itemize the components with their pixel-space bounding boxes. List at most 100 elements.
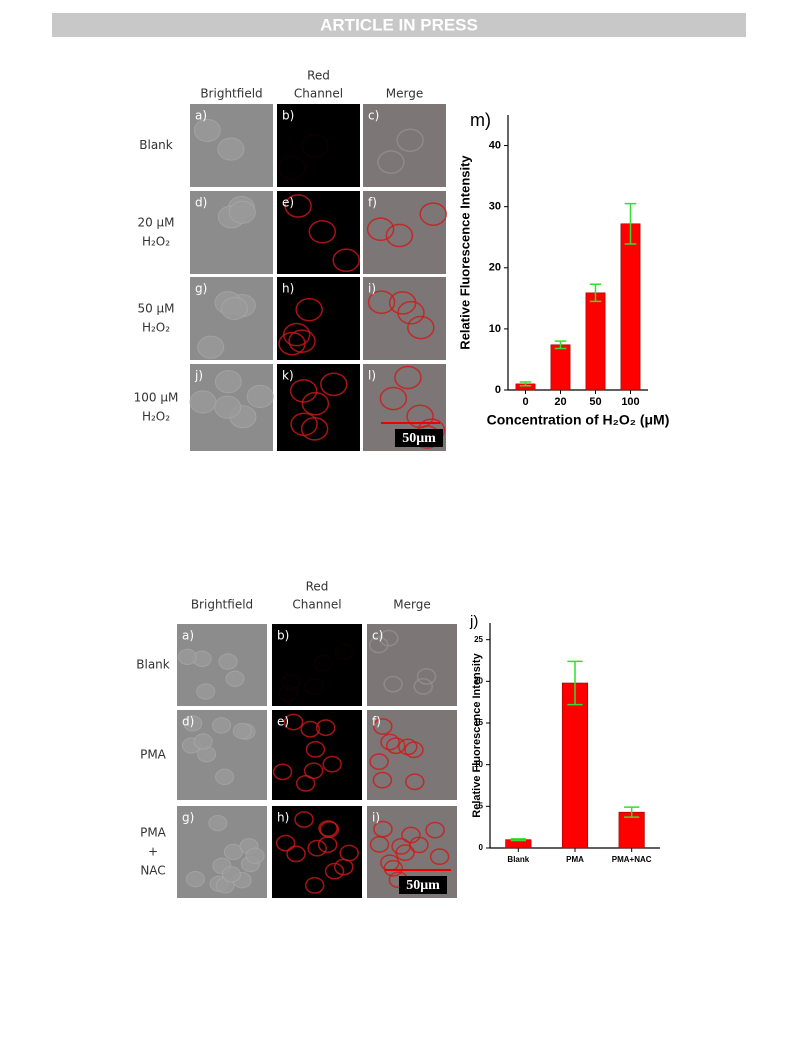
bar [561,682,589,849]
cell [307,839,327,857]
cell [318,820,338,837]
error-bar [554,340,567,350]
row-label: 50 μM [137,302,174,316]
row-label: PMA [140,826,167,840]
panel-label: g) [182,811,194,825]
cell [295,297,323,322]
y-axis-label: Relative Fluorescence Intensity [471,652,483,817]
row-label: Blank [139,138,173,152]
scale-text: 50μm [406,878,440,893]
cell [278,685,299,702]
micrograph: i) [363,277,446,360]
y-tick-label: 20 [489,262,501,274]
cell [315,719,336,737]
row-label: H₂O₂ [142,321,170,335]
image-panel [363,104,446,187]
error-bar [519,381,532,387]
micrograph: b) [277,104,360,187]
header-bar [52,13,746,37]
cell [272,763,293,781]
panel-label: m) [470,110,491,130]
cell [245,847,265,864]
cell [401,826,421,844]
y-tick-label: 30 [489,201,501,213]
micrograph: e) [272,710,362,800]
y-tick-label: 0 [479,843,484,852]
cell [208,814,228,832]
micrograph: g) [190,277,273,360]
header-title: ARTICLE IN PRESS [320,15,478,34]
y-tick-label: 10 [474,760,483,769]
panel-label: l) [368,369,376,383]
cell [218,653,238,670]
column-header: Merge [386,87,423,101]
scale-text: 50μm [402,431,436,446]
y-tick-label: 5 [479,801,484,810]
panel-label: d) [195,196,207,210]
micrograph: k) [277,364,360,451]
image-panel [363,191,446,274]
cell [366,217,395,242]
cell [395,844,415,862]
micrograph: c) [367,624,457,706]
panel-label: g) [195,282,207,296]
cell [228,200,256,224]
micrograph: a) [190,104,273,187]
y-tick-label: 40 [489,139,501,151]
cell [413,678,433,695]
cell [305,740,326,758]
row-label: 100 μM [134,391,179,405]
cell [308,219,337,244]
bar [585,292,606,391]
y-tick-label: 25 [474,635,483,644]
cell [319,821,340,838]
column-header: Red [307,69,330,83]
cell [246,384,274,409]
cell [185,870,205,888]
micrograph: f) [363,191,447,274]
cell [304,678,324,695]
cell [394,365,422,390]
micrograph: h) [277,277,360,360]
y-tick-label: 15 [474,718,483,727]
error-bar [510,838,526,842]
cell [294,811,314,828]
x-tick-label: PMA+NAC [612,855,652,864]
column-header: Brightfield [191,598,253,612]
bar [550,344,571,391]
cell [177,648,197,666]
y-axis-label: Relative Fluorescence Intensity [457,155,472,350]
y-tick-label: 10 [489,323,501,335]
cell [380,733,400,751]
micrograph: f) [367,710,457,800]
row-label: Blank [136,658,170,672]
panel-label: b) [277,629,289,643]
cell [322,755,342,773]
panel-label: f) [372,715,381,729]
cell [406,404,434,429]
micrograph: d) [177,710,267,800]
cell [405,773,425,791]
cell [283,713,304,731]
micrograph: h) [272,806,362,898]
cell [379,386,408,411]
image-panel [277,104,360,187]
y-tick-label: 20 [474,676,483,685]
x-tick-label: 20 [554,396,566,408]
cell [183,715,203,732]
x-tick-label: 0 [522,396,528,408]
cell [232,722,252,740]
image-panel [363,277,446,360]
x-axis-label: Concentration of H₂O₂ (μM) [487,412,670,428]
micrograph: a) [177,624,267,706]
bar [620,223,641,391]
panel-label: a) [182,629,194,643]
cell [220,296,248,321]
cell [419,202,447,226]
panel-label: d) [182,715,194,729]
cell [396,128,424,153]
cell [290,412,318,437]
cell [214,395,242,419]
cell [214,370,242,394]
